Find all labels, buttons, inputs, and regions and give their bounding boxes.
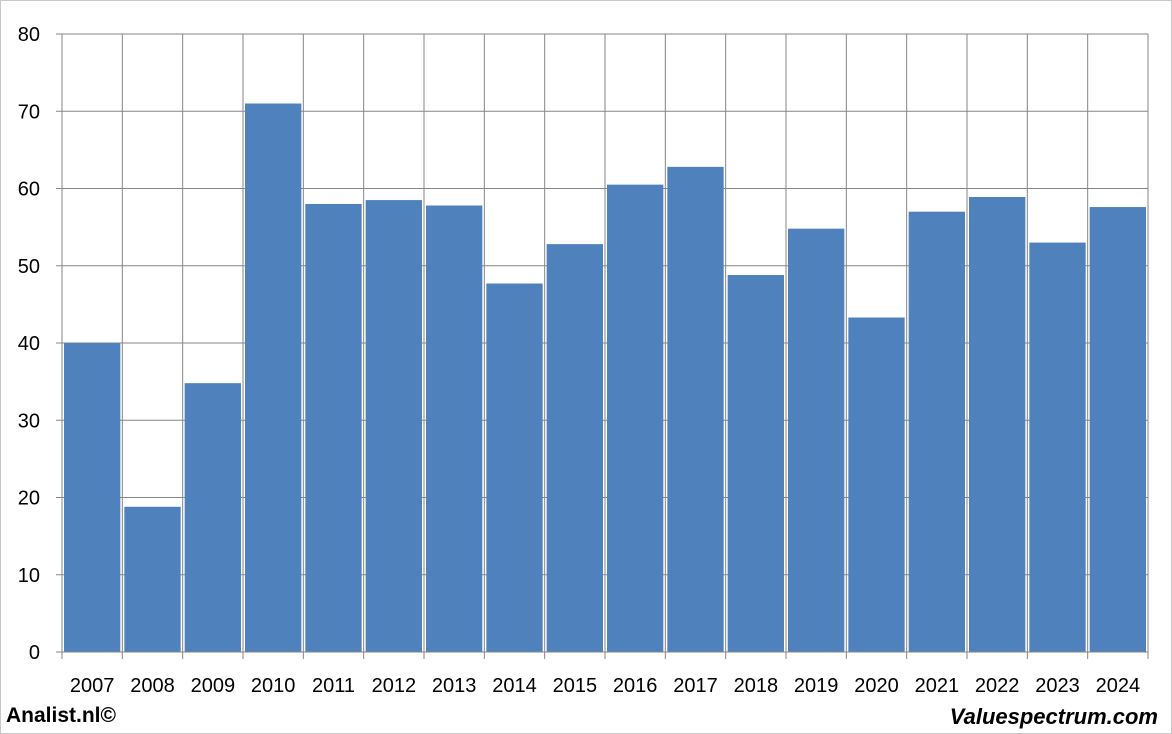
- y-tick-label: 20: [18, 488, 40, 510]
- y-tick-label: 0: [29, 642, 40, 664]
- x-tick-label: 2024: [1096, 675, 1141, 697]
- x-tick-label: 2022: [975, 675, 1020, 697]
- bar-2023: [1029, 242, 1086, 652]
- x-tick-label: 2020: [854, 675, 899, 697]
- bar-2019: [788, 228, 845, 653]
- bar-2016: [607, 184, 664, 652]
- x-tick-label: 2011: [312, 675, 355, 697]
- bar-layer: [64, 103, 1146, 653]
- bar-2021: [908, 211, 965, 653]
- x-tick-label: 2013: [432, 675, 477, 697]
- x-tick-label: 2008: [130, 675, 175, 697]
- x-tick-label: 2017: [673, 675, 718, 697]
- x-tick-label: 2023: [1035, 675, 1080, 697]
- x-tick-label: 2018: [734, 675, 779, 697]
- y-tick-label: 80: [18, 24, 40, 46]
- x-tick-label: 2014: [492, 675, 537, 697]
- bar-2013: [426, 205, 483, 652]
- analist-watermark: Analist.nl©: [6, 704, 116, 727]
- bar-2022: [969, 196, 1026, 652]
- bar-2011: [305, 203, 362, 652]
- axis-layer: [56, 33, 1149, 659]
- bar-2008: [124, 506, 181, 652]
- y-tick-label: 30: [18, 410, 40, 432]
- x-tick-label: 2015: [553, 675, 598, 697]
- bar-2007: [64, 343, 121, 652]
- bar-2017: [667, 166, 724, 652]
- bar-2020: [848, 317, 905, 652]
- y-tick-label: 40: [18, 333, 40, 355]
- y-tick-label: 70: [18, 101, 40, 123]
- bar-2010: [245, 103, 302, 652]
- x-tick-label: 2016: [613, 675, 658, 697]
- x-tick-label: 2007: [70, 675, 115, 697]
- valuespectrum-watermark: Valuespectrum.com: [949, 704, 1158, 729]
- x-tick-label: 2019: [794, 675, 839, 697]
- bar-2009: [184, 383, 241, 652]
- y-tick-label: 10: [18, 565, 40, 587]
- y-tick-label: 60: [18, 179, 40, 201]
- bar-2012: [365, 200, 422, 652]
- x-tick-label: 2010: [251, 675, 296, 697]
- bar-2018: [727, 275, 784, 652]
- x-tick-label: 2012: [372, 675, 417, 697]
- label-layer: 0 10 20 30 40 50 60 70 80 2007 2008 2009 2010 2011 201…: [18, 24, 1140, 697]
- bar-2015: [546, 244, 603, 652]
- y-tick-label: 50: [18, 256, 40, 278]
- bar-2024: [1089, 207, 1146, 653]
- x-tick-label: 2021: [915, 675, 960, 697]
- bar-2014: [486, 283, 543, 652]
- x-tick-label: 2009: [191, 675, 236, 697]
